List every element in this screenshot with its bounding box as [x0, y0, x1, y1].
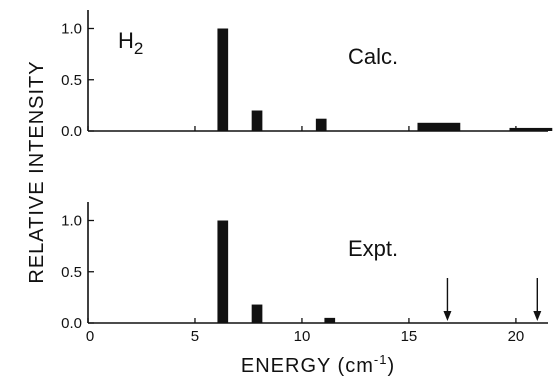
calc-y-tick-label: 1.0: [61, 21, 82, 38]
calc-annotation: Calc.: [348, 44, 398, 69]
calc-bar: [217, 28, 229, 131]
expt-panel: 0.0 0.5 1.0 0 5 10 15 20 Expt.: [61, 202, 548, 345]
x-tick-label: 5: [191, 328, 199, 345]
x-axis-title-superscript: -1: [374, 352, 388, 367]
calc-bar: [315, 118, 327, 131]
calc-y-tick-label: 0.5: [61, 72, 82, 89]
expt-bar: [324, 317, 336, 323]
arrow-head: [533, 311, 542, 321]
calc-bar: [251, 110, 263, 131]
y-axis-title: RELATIVE INTENSITY: [26, 60, 48, 283]
x-axis-title: ENERGY (cm-1): [241, 352, 395, 377]
arrow-head: [443, 311, 452, 321]
x-tick-label: 0: [86, 328, 94, 345]
expt-annotation: Expt.: [348, 236, 398, 261]
calc-panel: 0.0 0.5 1.0 H2 Calc.: [61, 10, 553, 140]
calc-bar: [417, 122, 461, 131]
species-label: H2: [118, 28, 143, 58]
x-tick-label: 15: [401, 328, 418, 345]
expt-y-tick-label: 0.0: [61, 315, 82, 332]
expt-y-tick-label: 1.0: [61, 213, 82, 230]
expt-y-tick-label: 0.5: [61, 264, 82, 281]
x-tick-label: 20: [508, 328, 525, 345]
x-tick-label: 10: [294, 328, 311, 345]
species-label-base: H: [118, 28, 134, 53]
expt-bar: [251, 304, 263, 323]
calc-y-tick-label: 0.0: [61, 123, 82, 140]
x-axis-title-close: ): [387, 355, 395, 377]
expt-bar: [217, 220, 229, 323]
calc-bar: [509, 127, 553, 131]
x-axis-title-main: ENERGY (cm: [241, 355, 374, 377]
species-label-subscript: 2: [134, 39, 143, 58]
